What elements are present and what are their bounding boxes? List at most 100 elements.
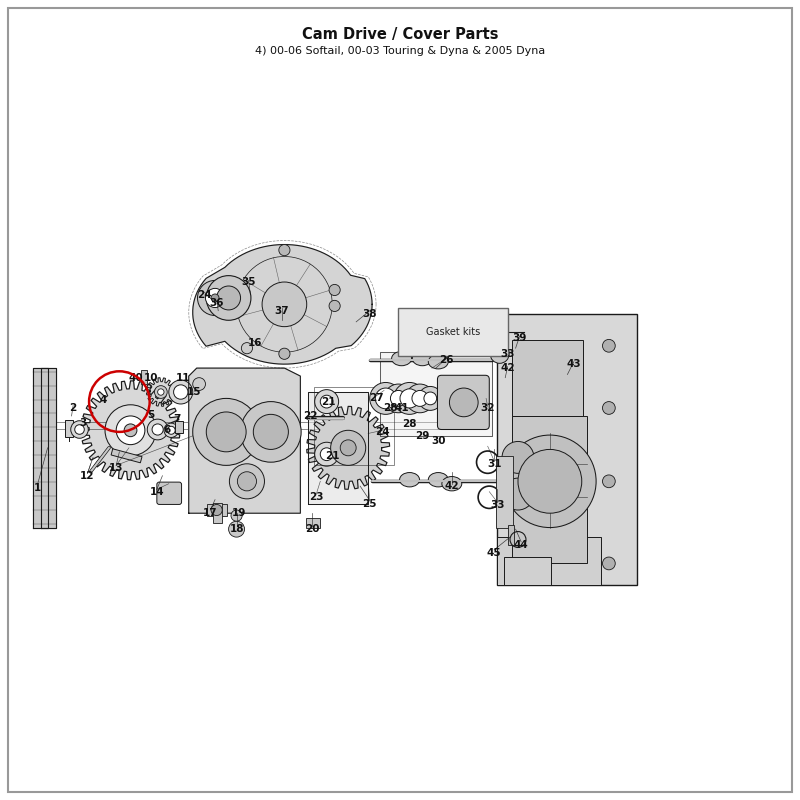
Circle shape (502, 478, 534, 510)
Bar (512, 340, 583, 416)
Circle shape (418, 386, 442, 410)
Circle shape (490, 344, 510, 363)
Text: 5: 5 (148, 410, 155, 420)
Bar (508, 525, 514, 545)
Circle shape (242, 342, 253, 354)
Text: 27: 27 (369, 394, 383, 403)
Text: 31: 31 (487, 458, 502, 469)
Circle shape (254, 414, 288, 450)
Text: 11: 11 (176, 373, 190, 382)
Text: 23: 23 (309, 492, 323, 502)
Bar (496, 456, 514, 527)
Circle shape (147, 419, 168, 440)
Circle shape (602, 475, 615, 488)
Text: 1: 1 (34, 482, 41, 493)
Circle shape (314, 390, 338, 414)
Text: 13: 13 (109, 462, 123, 473)
Circle shape (231, 510, 242, 521)
Polygon shape (308, 392, 368, 504)
Text: 42: 42 (445, 481, 459, 491)
Circle shape (206, 288, 225, 307)
Text: 6: 6 (163, 426, 171, 435)
Bar (314, 387, 394, 466)
Circle shape (412, 390, 428, 406)
Circle shape (227, 285, 238, 295)
FancyBboxPatch shape (438, 375, 490, 430)
Circle shape (229, 521, 245, 537)
Text: Cam Drive / Cover Parts: Cam Drive / Cover Parts (302, 27, 498, 42)
Circle shape (320, 448, 333, 461)
Circle shape (424, 392, 437, 405)
Circle shape (238, 472, 257, 491)
Text: 14: 14 (150, 486, 164, 497)
Circle shape (227, 300, 238, 311)
Ellipse shape (392, 351, 411, 366)
Circle shape (602, 557, 615, 570)
Polygon shape (34, 368, 48, 527)
Circle shape (116, 416, 145, 445)
Circle shape (74, 425, 84, 434)
Text: 22: 22 (303, 411, 318, 421)
Text: 33: 33 (490, 500, 505, 510)
Text: 41: 41 (394, 403, 409, 413)
Ellipse shape (412, 351, 432, 366)
Ellipse shape (428, 473, 448, 487)
Bar (498, 537, 601, 585)
Circle shape (206, 276, 251, 320)
Circle shape (198, 281, 233, 315)
Circle shape (504, 435, 596, 527)
Text: 10: 10 (144, 373, 158, 382)
Text: 32: 32 (481, 403, 495, 413)
Circle shape (167, 426, 175, 434)
Text: 25: 25 (362, 498, 377, 509)
Circle shape (164, 423, 178, 438)
Circle shape (124, 424, 137, 437)
Text: 28: 28 (402, 419, 417, 429)
Polygon shape (193, 245, 372, 364)
Circle shape (211, 505, 222, 515)
Text: 42: 42 (500, 363, 515, 373)
Bar (512, 416, 587, 563)
Circle shape (400, 389, 419, 408)
Bar (504, 557, 551, 585)
Circle shape (211, 294, 219, 302)
Polygon shape (306, 406, 390, 490)
Bar (207, 504, 227, 515)
Circle shape (193, 398, 260, 466)
Circle shape (320, 395, 333, 408)
Text: 45: 45 (486, 548, 502, 558)
Circle shape (450, 388, 478, 417)
Text: 36: 36 (210, 298, 224, 308)
Circle shape (158, 389, 164, 395)
Text: 40: 40 (128, 373, 142, 382)
Circle shape (241, 402, 301, 462)
Bar (306, 518, 320, 527)
Polygon shape (189, 368, 300, 514)
Circle shape (262, 282, 306, 326)
Text: 4: 4 (100, 395, 107, 405)
Text: 24: 24 (198, 290, 212, 300)
Text: 2: 2 (70, 403, 77, 413)
Ellipse shape (442, 477, 462, 491)
Text: 26: 26 (439, 355, 454, 365)
Text: 43: 43 (566, 359, 581, 369)
Text: 28: 28 (383, 403, 398, 413)
Text: 39: 39 (512, 333, 526, 343)
Circle shape (206, 412, 246, 452)
Circle shape (329, 285, 340, 295)
Circle shape (169, 380, 193, 404)
Bar (65, 420, 73, 438)
Text: 16: 16 (248, 338, 262, 347)
Text: 30: 30 (431, 437, 446, 446)
Text: 37: 37 (274, 306, 290, 316)
Circle shape (340, 440, 356, 456)
Text: 19: 19 (232, 508, 246, 518)
Text: 21: 21 (321, 397, 335, 406)
Text: Gasket kits: Gasket kits (426, 327, 481, 338)
Circle shape (502, 442, 534, 474)
Circle shape (602, 339, 615, 352)
Text: 15: 15 (187, 387, 202, 397)
Text: 33: 33 (500, 349, 515, 358)
FancyBboxPatch shape (157, 482, 182, 505)
Bar (498, 314, 637, 585)
